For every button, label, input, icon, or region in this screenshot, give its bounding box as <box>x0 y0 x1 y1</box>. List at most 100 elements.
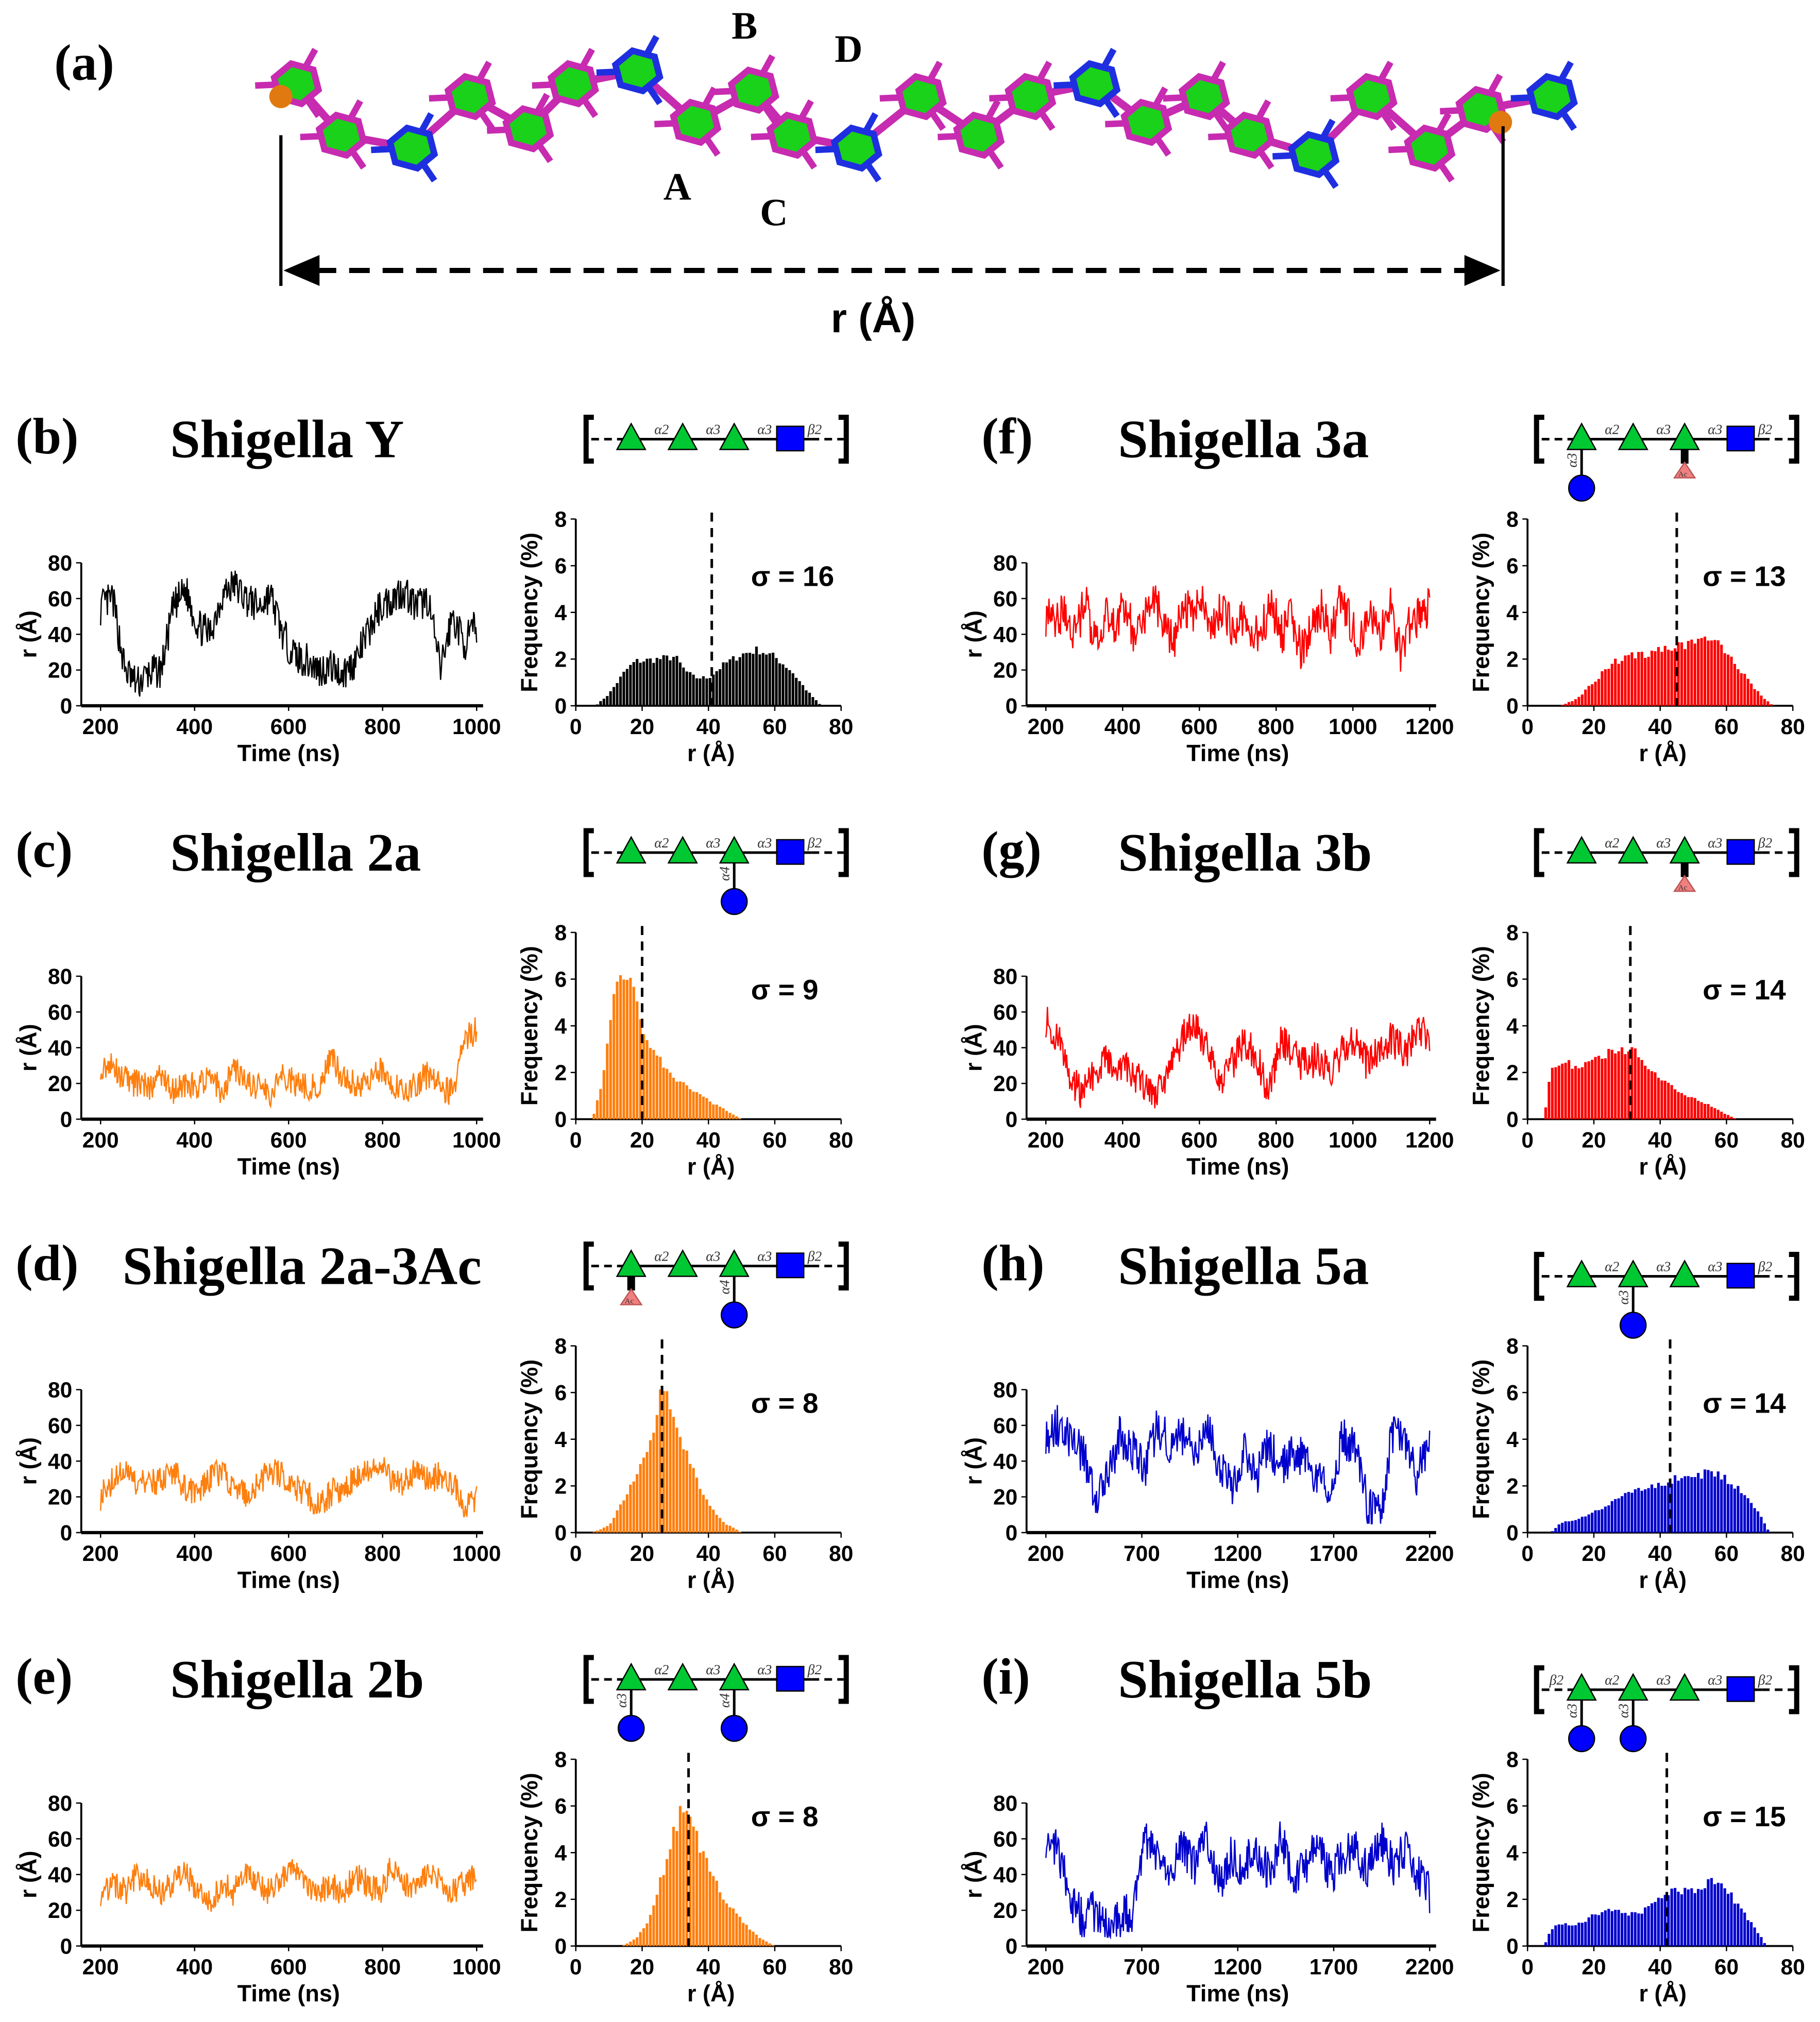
sigma-label: σ = 13 <box>1703 560 1785 592</box>
rhamnose-triangle-icon <box>1566 1673 1597 1701</box>
rhamnose-triangle-icon <box>1566 836 1597 864</box>
histogram-bar <box>622 1500 625 1533</box>
glcnac-square-icon <box>1726 426 1755 452</box>
rhamnose-triangle-icon <box>667 422 698 450</box>
histogram-bar <box>1604 1506 1607 1533</box>
y-axis-label: Frequency (%) <box>516 946 542 1106</box>
histogram-bar <box>742 653 745 706</box>
x-axis-label: r (Å) <box>1639 1153 1687 1180</box>
histogram-bar <box>622 979 625 1119</box>
x-tick-label: 1200 <box>1405 1129 1454 1153</box>
rhamnose-ring <box>502 105 554 152</box>
y-tick-label: 4 <box>555 1014 567 1039</box>
x-tick-label: 400 <box>176 715 213 739</box>
histogram-bar <box>1610 664 1613 706</box>
glycan-diagram: Ac α2 α3 α3 β2 <box>1534 828 1799 892</box>
histogram-bar <box>712 1104 715 1119</box>
histogram-bar <box>1630 1047 1634 1119</box>
histogram-bar <box>645 1923 649 1946</box>
histogram-bar <box>619 1504 622 1533</box>
rhamnose-triangle-icon <box>719 1249 750 1277</box>
histogram-bar <box>702 676 705 706</box>
histogram-bar <box>1634 1489 1637 1533</box>
histogram-bar <box>692 674 695 706</box>
bracket-left <box>1534 415 1544 464</box>
y-tick-label: 4 <box>1506 601 1519 625</box>
x-tick-label: 400 <box>176 1542 213 1566</box>
histogram-bar <box>1597 1915 1601 1946</box>
histogram-bar <box>1654 651 1657 706</box>
r-trace-line <box>1045 585 1431 672</box>
r-trace-line <box>1045 1821 1431 1940</box>
r-trace-line <box>1045 1405 1431 1524</box>
histogram-bar <box>765 1941 768 1946</box>
histogram-bar <box>616 1510 619 1533</box>
histogram-bar <box>1571 1068 1574 1119</box>
y-tick-label: 0 <box>1506 1935 1519 1959</box>
histogram-bar <box>722 662 725 706</box>
x-tick-label: 1200 <box>1213 1542 1262 1566</box>
x-tick-label: 700 <box>1124 1956 1160 1980</box>
histogram-bar <box>1713 1108 1716 1119</box>
x-tick-label: 400 <box>176 1956 213 1980</box>
histogram-bar <box>1667 1082 1670 1119</box>
rhamnose-ring <box>727 66 779 114</box>
histogram-bar <box>1697 1889 1700 1946</box>
histogram-bar <box>695 1092 699 1119</box>
y-tick-label: 40 <box>48 1037 72 1061</box>
x-tick-label: 40 <box>1648 1129 1672 1153</box>
histogram-bar <box>778 663 781 706</box>
time-series-plot: 0 20 40 60 80 200 700 1200 1700 2200 Time (ns) r (Å… <box>960 1379 1454 1593</box>
histogram-bar <box>1707 1104 1710 1119</box>
y-tick-label: 0 <box>60 1108 73 1132</box>
y-axis-label: r (Å) <box>15 1851 41 1898</box>
histogram-bar <box>1584 689 1587 706</box>
bracket-left <box>583 1655 594 1704</box>
rhamnose-triangle-icon <box>1669 1259 1700 1287</box>
histogram-bar <box>728 1113 732 1119</box>
histogram-bar <box>1677 1092 1680 1119</box>
bracket-left <box>583 415 594 464</box>
x-tick-label: 1000 <box>452 1956 501 1980</box>
link-label: α3 <box>706 1248 720 1264</box>
histogram-bar <box>738 657 741 706</box>
histogram-bar <box>609 1020 612 1119</box>
histogram-bar <box>678 1437 682 1533</box>
histogram-bar <box>1630 652 1634 706</box>
x-tick-label: 800 <box>364 1129 401 1153</box>
histogram-bar <box>699 1094 702 1119</box>
y-axis-label: r (Å) <box>960 1024 986 1072</box>
histogram-bar <box>1663 1895 1666 1946</box>
histogram-bar <box>1577 1068 1580 1119</box>
sigma-label: σ = 16 <box>751 560 834 592</box>
link-label: β2 <box>807 421 822 437</box>
histogram-bar <box>602 1527 605 1533</box>
x-axis-label: Time (ns) <box>237 1980 340 2007</box>
link-label: α3 <box>1708 835 1722 851</box>
histogram-bar <box>1627 1915 1630 1946</box>
histogram-bar <box>1740 1908 1743 1946</box>
x-tick-label: 40 <box>1648 1956 1672 1980</box>
histogram-bar <box>1693 1477 1696 1533</box>
histogram-bar <box>662 1067 665 1119</box>
histogram-bar <box>1637 1488 1640 1533</box>
histogram-bar <box>1674 648 1677 706</box>
y-axis-label: Frequency (%) <box>516 1773 542 1932</box>
histogram-bar <box>1663 1485 1666 1533</box>
time-series-plot: 0 20 40 60 80 200 400 600 800 1000 1200 Time (ns) r … <box>960 552 1454 767</box>
x-tick-label: 60 <box>762 1542 787 1566</box>
histogram-bar <box>1693 1893 1696 1946</box>
x-axis-label: r (Å) <box>687 1153 735 1180</box>
histogram-bar <box>602 699 605 706</box>
histogram-bar <box>1624 1913 1627 1946</box>
histogram-bar <box>1607 1909 1610 1946</box>
time-series-plot: 0 20 40 60 80 200 400 600 800 1000 Time (ns) r (Å) <box>15 552 501 767</box>
x-tick-label: 40 <box>696 1956 721 1980</box>
histogram-bar <box>1733 1904 1737 1946</box>
histogram-bar <box>1597 678 1601 706</box>
y-tick-label: 20 <box>48 1486 72 1510</box>
y-tick-label: 20 <box>48 659 72 683</box>
